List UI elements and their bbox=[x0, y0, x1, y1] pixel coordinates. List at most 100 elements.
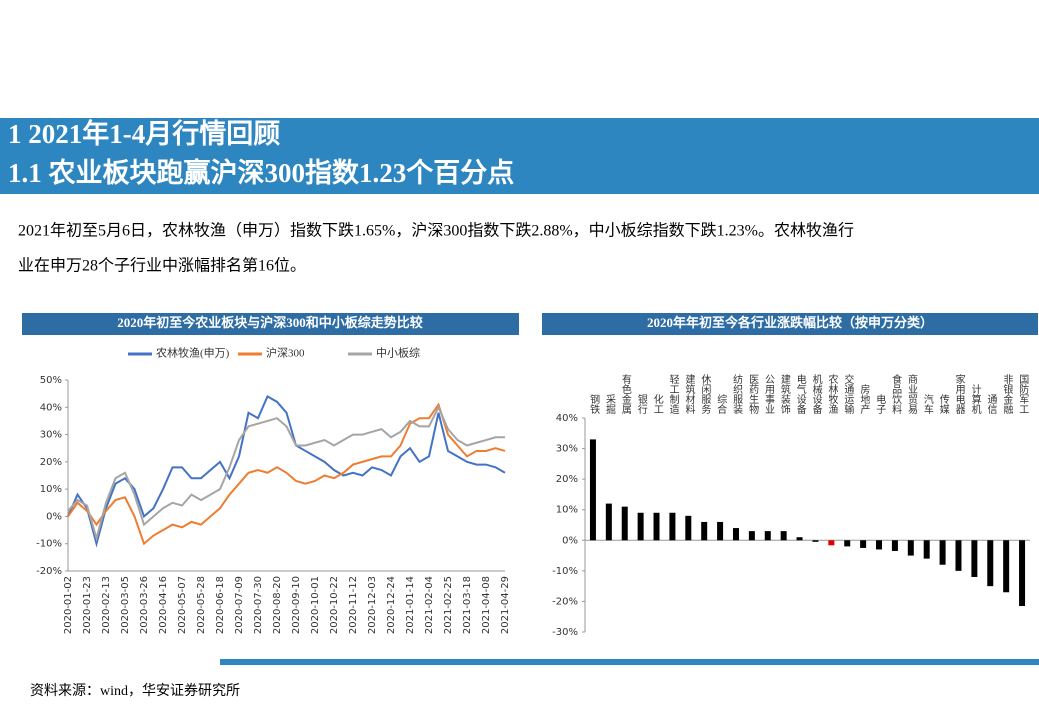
x-tick-label: 2020-05-28 bbox=[196, 576, 207, 634]
bar bbox=[987, 540, 994, 587]
legend-label: 沪深300 bbox=[266, 346, 305, 360]
bar bbox=[796, 537, 803, 541]
bar bbox=[653, 512, 660, 541]
chart-title-bar bbox=[22, 313, 519, 335]
bar bbox=[780, 531, 787, 541]
bar bbox=[621, 506, 628, 541]
bar bbox=[1019, 540, 1026, 607]
x-tick-label: 2021-03-18 bbox=[462, 576, 473, 634]
x-tick-label: 2021-04-29 bbox=[500, 576, 511, 634]
category-label: 化工 bbox=[651, 393, 663, 414]
y-tick-label: 10% bbox=[40, 484, 62, 495]
y-tick-label: 0% bbox=[46, 511, 62, 522]
bar bbox=[701, 521, 708, 541]
y-tick-label: 40% bbox=[40, 402, 62, 413]
bar bbox=[732, 528, 739, 541]
bar bbox=[589, 439, 596, 541]
x-tick-label: 2020-04-16 bbox=[158, 576, 169, 634]
x-tick-label: 2021-04-08 bbox=[481, 576, 492, 634]
bar bbox=[907, 540, 914, 556]
category-label: 房地产 bbox=[858, 383, 870, 415]
y-tick-label: 30% bbox=[40, 430, 62, 441]
chart-title: 2020年初至今农业板块与沪深300和中小板综走势比较 bbox=[117, 315, 423, 330]
divider bbox=[220, 659, 1039, 665]
category-label: 机械设备 bbox=[810, 373, 822, 415]
category-label: 食品饮料 bbox=[890, 373, 902, 415]
bar bbox=[876, 540, 883, 550]
x-tick-label: 2020-12-03 bbox=[367, 576, 378, 634]
category-label: 有色金属 bbox=[619, 373, 631, 415]
category-label: 纺织服装 bbox=[731, 373, 743, 415]
legend-label: 农林牧渔(申万) bbox=[156, 346, 230, 360]
bar bbox=[605, 503, 612, 541]
x-tick-label: 2020-10-22 bbox=[329, 576, 340, 634]
category-label: 国防军工 bbox=[1017, 374, 1029, 414]
category-label: 银行 bbox=[635, 393, 647, 415]
x-tick-label: 2020-01-02 bbox=[63, 576, 74, 634]
bar bbox=[748, 531, 755, 541]
y-tick-label: 30% bbox=[556, 444, 578, 455]
paragraph-line: 2021年初至5月6日，农林牧渔（申万）指数下跌1.65%，沪深300指数下跌2… bbox=[18, 222, 854, 240]
category-label: 汽车 bbox=[921, 393, 933, 415]
x-tick-label: 2021-02-25 bbox=[443, 576, 454, 634]
heading-band bbox=[0, 118, 1039, 194]
bar bbox=[1003, 540, 1010, 593]
category-label: 农林牧渔 bbox=[826, 373, 838, 415]
series-line bbox=[67, 402, 506, 546]
x-tick-label: 2020-01-23 bbox=[82, 576, 93, 634]
series-line bbox=[67, 394, 506, 548]
heading: 1 2021年1-4月行情回顾 bbox=[8, 118, 280, 149]
category-label: 休闲服务 bbox=[699, 374, 711, 415]
legend-label: 中小板综 bbox=[376, 346, 420, 360]
series-line bbox=[67, 404, 505, 542]
y-tick-label: 50% bbox=[40, 375, 62, 386]
category-label: 交通运输 bbox=[842, 373, 854, 415]
category-label: 计算机 bbox=[969, 383, 981, 415]
x-tick-label: 2020-06-18 bbox=[215, 576, 226, 634]
bar bbox=[764, 531, 771, 541]
x-tick-label: 2020-10-01 bbox=[310, 576, 321, 634]
category-label: 公用事业 bbox=[762, 374, 774, 414]
bar bbox=[939, 540, 946, 565]
bar bbox=[860, 540, 867, 548]
category-label: 轻工制造 bbox=[667, 373, 679, 414]
bar bbox=[828, 540, 835, 546]
category-label: 建筑装饰 bbox=[778, 373, 790, 415]
x-tick-label: 2020-03-26 bbox=[139, 576, 150, 634]
x-tick-label: 2020-11-12 bbox=[348, 576, 359, 634]
y-tick-label: 0% bbox=[562, 535, 578, 546]
x-tick-label: 2020-08-20 bbox=[272, 576, 283, 634]
category-label: 电子 bbox=[874, 393, 886, 414]
category-label: 医药生物 bbox=[747, 374, 759, 415]
bar bbox=[955, 540, 962, 571]
x-tick-label: 2020-05-07 bbox=[177, 576, 188, 634]
y-tick-label: 20% bbox=[556, 474, 578, 485]
bar bbox=[812, 540, 819, 542]
x-tick-label: 2021-01-14 bbox=[405, 576, 416, 634]
source: 资料来源：wind，华安证券研究所 bbox=[30, 683, 240, 699]
y-tick-label: -20% bbox=[36, 566, 62, 577]
y-tick-label: -20% bbox=[552, 596, 578, 607]
y-tick-label: -10% bbox=[36, 539, 62, 550]
bar bbox=[923, 540, 930, 559]
category-label: 综合 bbox=[715, 393, 727, 415]
x-tick-label: 2020-02-13 bbox=[101, 576, 112, 634]
category-label: 钢铁 bbox=[588, 393, 600, 415]
bar bbox=[685, 515, 692, 541]
x-tick-label: 2020-03-05 bbox=[120, 576, 131, 634]
category-label: 采掘 bbox=[604, 394, 616, 415]
bar bbox=[637, 512, 644, 541]
x-tick-label: 2021-02-04 bbox=[424, 576, 435, 634]
y-tick-label: -30% bbox=[552, 627, 578, 638]
bar bbox=[717, 521, 724, 541]
x-tick-label: 2020-09-10 bbox=[291, 576, 302, 634]
bar bbox=[669, 512, 676, 541]
y-tick-label: 20% bbox=[40, 457, 62, 468]
category-label: 通信 bbox=[985, 394, 997, 415]
x-tick-label: 2020-12-24 bbox=[386, 576, 397, 634]
chart-title: 2020年年初至今各行业涨跌幅比较（按申万分类） bbox=[647, 315, 933, 330]
paragraph-line: 业在申万28个子行业中涨幅排名第16位。 bbox=[18, 257, 306, 275]
bar bbox=[971, 540, 978, 577]
